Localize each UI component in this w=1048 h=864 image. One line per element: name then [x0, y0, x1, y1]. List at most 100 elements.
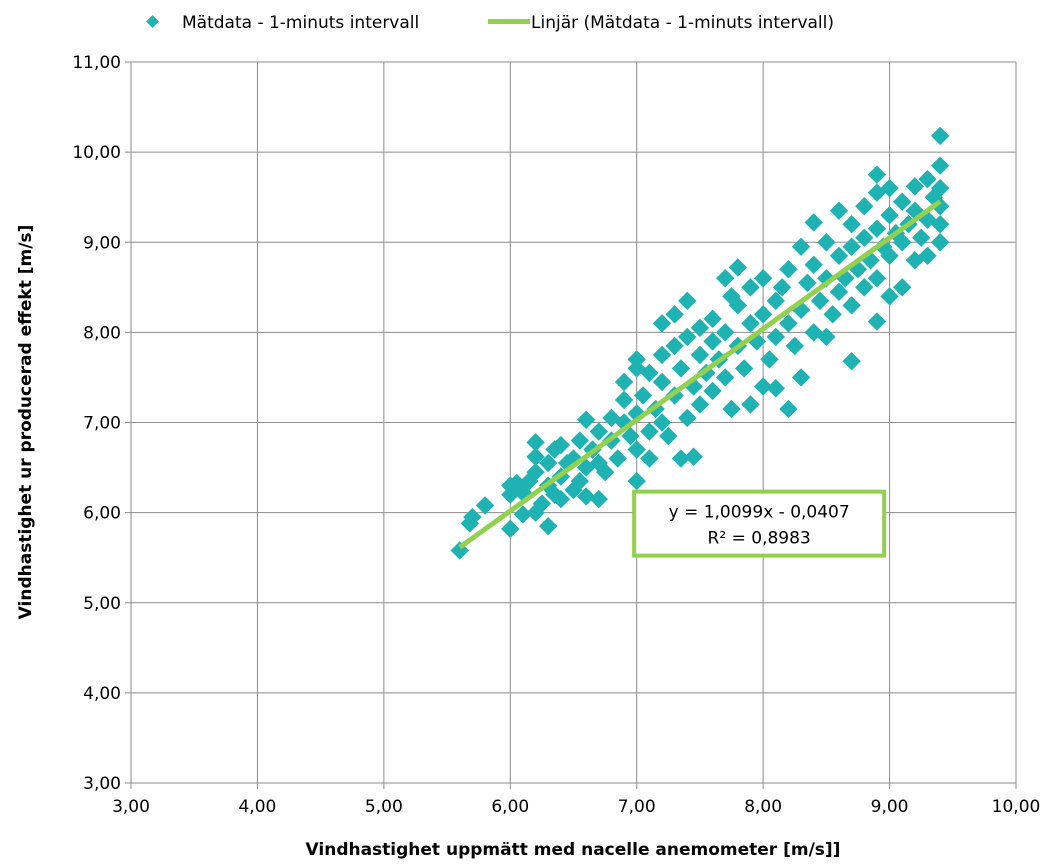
x-tick-labels: 3,00 4,00 5,00 6,00 7,00 8,00 9,00 10,00: [112, 797, 1040, 817]
data-point: [703, 381, 722, 401]
data-point: [627, 350, 646, 369]
data-point: [791, 237, 811, 256]
data-point: [772, 278, 792, 297]
data-point: [734, 359, 754, 378]
data-point: [671, 449, 691, 468]
data-point: [595, 462, 615, 482]
data-point: [842, 215, 861, 234]
trendline-equation: y = 1,0099x - 0,0407: [669, 503, 850, 523]
data-point: [551, 489, 571, 509]
data-point: [640, 422, 659, 441]
data-point: [678, 408, 697, 428]
data-point: [829, 201, 849, 220]
trendline-line: [458, 199, 942, 550]
data-point: [817, 233, 836, 252]
legend-label-scatter: Mätdata - 1-minuts intervall: [182, 13, 419, 33]
data-point: [855, 278, 874, 297]
data-point: [855, 228, 874, 247]
data-point: [703, 332, 722, 351]
data-point: [589, 489, 608, 509]
data-point: [779, 399, 798, 419]
data-point: [918, 246, 937, 265]
data-point: [690, 318, 710, 338]
data-point: [867, 269, 887, 288]
data-point: [665, 305, 684, 324]
data-point: [880, 246, 899, 265]
x-tick-label: 6,00: [491, 797, 529, 817]
data-point: [690, 345, 710, 365]
data-point: [842, 237, 861, 256]
data-point: [640, 363, 659, 383]
x-tick-label: 3,00: [112, 797, 150, 817]
x-axis-title: Vindhastighet uppmätt med nacelle anemom…: [306, 840, 841, 860]
data-point: [905, 177, 925, 196]
data-point: [652, 413, 672, 432]
data-point: [930, 197, 950, 216]
data-point: [621, 426, 640, 446]
data-point: [893, 278, 912, 297]
y-tick-label: 3,00: [83, 774, 121, 794]
data-point: [722, 399, 741, 419]
data-point: [551, 435, 571, 455]
data-point: [791, 368, 811, 387]
data-point: [526, 447, 545, 466]
data-point: [766, 291, 785, 311]
x-tick-label: 8,00: [744, 797, 782, 817]
data-point: [911, 228, 931, 247]
data-point: [842, 296, 861, 315]
data-point: [741, 395, 760, 414]
data-point: [766, 379, 785, 398]
data-point: [627, 440, 646, 459]
data-point: [785, 336, 804, 356]
data-point: [804, 213, 823, 232]
data-point: [779, 260, 798, 279]
data-point: [842, 352, 861, 371]
data-point: [798, 273, 817, 292]
data-point: [526, 433, 545, 452]
x-tick-label: 5,00: [365, 797, 403, 817]
data-point: [513, 505, 533, 524]
data-point: [684, 447, 703, 466]
data-point: [671, 359, 691, 378]
data-point: [665, 336, 684, 356]
data-point: [918, 169, 937, 189]
data-point: [570, 471, 590, 491]
data-point: [716, 323, 735, 342]
data-point: [716, 269, 735, 288]
data-point: [753, 305, 773, 324]
y-tick-label: 11,00: [72, 53, 121, 73]
data-point: [539, 453, 558, 473]
y-tick-label: 9,00: [83, 233, 121, 253]
data-point: [652, 345, 672, 365]
data-point: [652, 314, 672, 333]
data-point: [526, 462, 545, 482]
data-point: [659, 426, 678, 446]
data-point: [930, 215, 950, 234]
data-point: [823, 305, 842, 324]
data-point: [703, 309, 722, 329]
data-point: [614, 372, 634, 392]
data-point: [867, 219, 887, 238]
data-point: [576, 487, 596, 506]
y-tick-label: 10,00: [72, 143, 121, 163]
data-point: [766, 327, 785, 347]
data-point: [753, 269, 773, 288]
data-point: [576, 410, 596, 429]
data-point: [690, 395, 710, 414]
data-point: [867, 312, 887, 331]
data-point: [728, 296, 748, 315]
data-point: [753, 377, 773, 396]
legend-label-trendline: Linjär (Mätdata - 1-minuts intervall): [531, 13, 834, 33]
trendline: [458, 199, 942, 550]
data-point: [614, 390, 634, 410]
data-point: [930, 233, 950, 252]
data-point: [867, 165, 887, 184]
data-point: [930, 126, 950, 146]
data-point: [475, 496, 495, 515]
data-point: [608, 449, 627, 468]
data-point: [855, 197, 874, 216]
y-tick-label: 4,00: [83, 684, 121, 704]
data-point: [633, 386, 653, 405]
data-point: [893, 192, 912, 211]
data-point: [741, 278, 760, 297]
